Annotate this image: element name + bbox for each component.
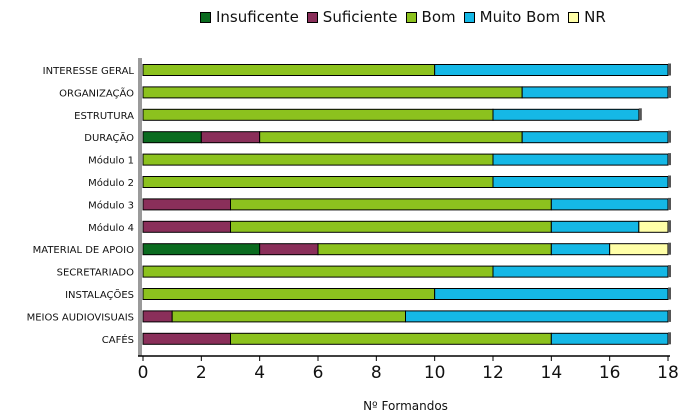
legend-label-insuficente: Insuficente [216, 8, 299, 26]
bar-duracao-muito-bom [521, 131, 669, 144]
bar-end-modulo-2 [668, 175, 671, 188]
bar-interesse-geral-muito-bom [434, 64, 669, 76]
legend-item-insuficente: Insuficente [200, 8, 299, 26]
legend-swatch-insuficente [200, 11, 211, 23]
category-label-cafes: CAFÉS [102, 333, 134, 346]
legend-item-nr: NR [568, 8, 606, 26]
bar-modulo-4-nr [638, 220, 669, 233]
bar-end-duracao [668, 130, 671, 143]
bar-modulo-3-suficiente [142, 198, 231, 211]
category-label-modulo-4: Módulo 4 [88, 222, 134, 234]
bar-end-meios-audiovisuais [668, 309, 671, 322]
bar-end-interesse-geral [668, 63, 671, 76]
bar-duracao-insuficente [142, 131, 202, 144]
bar-organizacao-muito-bom [521, 86, 669, 99]
bar-modulo-2-bom [142, 176, 494, 188]
category-label-instalacoes: INSTALAÇÕES [65, 288, 134, 301]
category-label-organizacao: ORGANIZAÇÃO [59, 86, 134, 99]
legend-swatch-muito-bom [463, 11, 475, 23]
category-label-secretariado: SECRETARIADO [57, 268, 135, 279]
chart-legend: Insuficente Suficiente Bom Muito Bom NR [200, 8, 614, 26]
bar-modulo-4-suficiente [142, 220, 231, 233]
bar-end-estrutura [638, 108, 642, 121]
x-tick-label-6: 6 [313, 363, 324, 383]
bar-duracao-suficiente [200, 131, 261, 144]
bar-secretariado-bom [142, 265, 494, 278]
bar-meios-audiovisuais-bom [171, 310, 406, 323]
bar-modulo-4-bom [230, 220, 552, 233]
bar-end-organizacao [668, 85, 671, 98]
x-tick-label-14: 14 [541, 363, 563, 383]
x-tick-label-18: 18 [657, 363, 678, 383]
x-tick-label-10: 10 [424, 363, 446, 383]
bar-estrutura-bom [142, 108, 494, 121]
x-tick-label-4: 4 [254, 363, 265, 383]
bar-cafes-bom [230, 332, 552, 345]
bar-modulo-4-muito-bom [550, 220, 640, 233]
category-label-duracao: DURAÇÃO [84, 131, 134, 144]
bar-material-de-apoio-muito-bom [550, 243, 611, 256]
bar-meios-audiovisuais-suficiente [142, 310, 173, 323]
legend-label-nr: NR [584, 8, 606, 26]
bar-modulo-3-muito-bom [550, 198, 669, 211]
bar-end-modulo-3 [668, 197, 671, 210]
x-tick-label-16: 16 [599, 363, 621, 383]
bar-instalacoes-muito-bom [434, 288, 669, 300]
bar-duracao-bom [259, 131, 523, 144]
legend-label-suficiente: Suficiente [322, 8, 398, 26]
bar-organizacao-bom [142, 86, 523, 99]
category-label-modulo-2: Módulo 2 [88, 177, 134, 189]
bar-secretariado-muito-bom [492, 265, 669, 278]
legend-swatch-bom [405, 11, 417, 23]
bar-material-de-apoio-bom [317, 243, 552, 256]
category-label-modulo-1: Módulo 1 [88, 155, 134, 167]
category-label-interesse-geral: INTERESSE GERAL [43, 66, 135, 77]
bar-modulo-1-muito-bom [492, 153, 669, 166]
x-axis-title: Nº Formandos [363, 399, 448, 413]
bar-interesse-geral-bom [142, 64, 436, 76]
x-tick-label-8: 8 [371, 363, 382, 383]
category-label-meios-audiovisuais: MEIOS AUDIOVISUAIS [27, 312, 134, 323]
bar-modulo-1-bom [142, 153, 494, 166]
bar-end-cafes [668, 332, 671, 345]
bar-material-de-apoio-suficiente [259, 243, 319, 256]
bar-end-instalacoes [668, 287, 671, 300]
category-label-material-de-apoio: MATERIAL DE APOIO [33, 245, 134, 256]
legend-swatch-suficiente [306, 11, 318, 23]
x-tick-label-12: 12 [482, 363, 504, 383]
bar-cafes-muito-bom [550, 332, 669, 345]
bar-end-material-de-apoio [668, 242, 671, 255]
legend-item-muito-bom: Muito Bom [463, 8, 561, 26]
category-label-estrutura: ESTRUTURA [74, 111, 134, 122]
bar-estrutura-muito-bom [492, 108, 640, 121]
legend-swatch-nr [568, 11, 580, 23]
x-tick-label-0: 0 [138, 363, 149, 383]
legend-label-bom: Bom [421, 8, 456, 26]
bar-meios-audiovisuais-muito-bom [405, 310, 669, 323]
bar-instalacoes-bom [142, 288, 436, 300]
category-label-modulo-3: Módulo 3 [88, 199, 134, 211]
axis-depth-strip [138, 58, 142, 356]
legend-item-bom: Bom [405, 8, 456, 26]
bar-material-de-apoio-insuficente [142, 243, 261, 256]
legend-label-muito-bom: Muito Bom [479, 8, 561, 26]
bar-cafes-suficiente [142, 332, 231, 345]
bar-end-secretariado [668, 265, 671, 278]
bar-modulo-3-bom [230, 198, 552, 211]
legend-item-suficiente: Suficiente [306, 8, 398, 26]
bar-material-de-apoio-nr [609, 243, 669, 256]
bar-end-modulo-1 [668, 153, 671, 166]
bar-modulo-2-muito-bom [492, 176, 669, 188]
bar-end-modulo-4 [668, 220, 671, 233]
x-tick-label-2: 2 [196, 363, 207, 383]
